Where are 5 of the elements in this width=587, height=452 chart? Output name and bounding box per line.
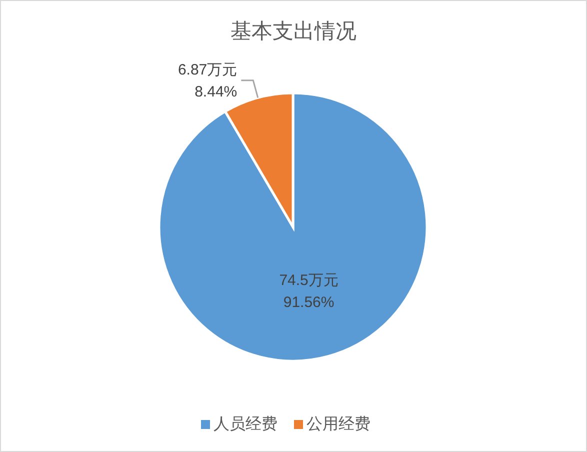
data-label: 6.87万元 8.44%: [178, 61, 238, 100]
chart-title: 基本支出情况: [230, 19, 358, 45]
data-label: 74.5万元 91.56%: [279, 272, 338, 312]
legend-label: 公用经费: [306, 416, 370, 433]
legend-label: 人员经费: [214, 416, 278, 433]
